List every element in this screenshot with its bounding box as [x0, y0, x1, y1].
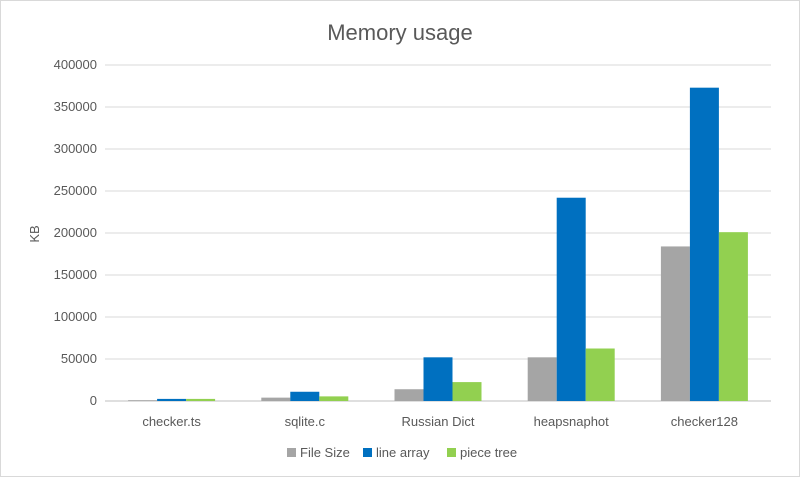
y-tick-label: 0: [90, 393, 97, 408]
x-tick-label: checker128: [671, 414, 738, 429]
y-tick-label: 250000: [54, 183, 97, 198]
y-tick-label: 150000: [54, 267, 97, 282]
bar: [261, 397, 291, 401]
y-axis-title: KB: [27, 225, 42, 242]
legend: File Size line array piece tree: [287, 445, 517, 460]
x-tick-label: checker.ts: [142, 414, 201, 429]
legend-swatch: [363, 448, 372, 457]
chart-title: Memory usage: [327, 20, 473, 45]
bars: [128, 87, 748, 402]
bar: [660, 246, 690, 401]
y-tick-label: 200000: [54, 225, 97, 240]
legend-swatch: [447, 448, 456, 457]
bar: [290, 391, 320, 401]
legend-label: File Size: [300, 445, 350, 460]
bar: [394, 389, 424, 401]
legend-label: piece tree: [460, 445, 517, 460]
y-tick-label: 100000: [54, 309, 97, 324]
y-axis-ticks: 0 50000 100000 150000 200000 250000 300000 3500…: [54, 57, 97, 408]
y-tick-label: 300000: [54, 141, 97, 156]
y-tick-label: 400000: [54, 57, 97, 72]
bar: [718, 232, 748, 401]
legend-swatch: [287, 448, 296, 457]
y-tick-label: 350000: [54, 99, 97, 114]
bar: [689, 87, 719, 402]
bar: [527, 357, 557, 401]
x-tick-label: sqlite.c: [285, 414, 326, 429]
y-tick-label: 50000: [61, 351, 97, 366]
bar: [452, 382, 482, 401]
bar: [319, 396, 349, 401]
bar: [423, 357, 453, 401]
x-tick-label: heapsnaphot: [534, 414, 610, 429]
x-tick-label: Russian Dict: [402, 414, 475, 429]
gridlines: [105, 64, 771, 402]
legend-label: line array: [376, 445, 430, 460]
bar: [186, 398, 216, 401]
bar: [556, 197, 586, 401]
bar: [128, 400, 158, 401]
x-axis-ticks: checker.ts sqlite.c Russian Dict heapsnapho…: [142, 414, 738, 429]
bar: [585, 348, 615, 401]
bar: [157, 398, 187, 401]
